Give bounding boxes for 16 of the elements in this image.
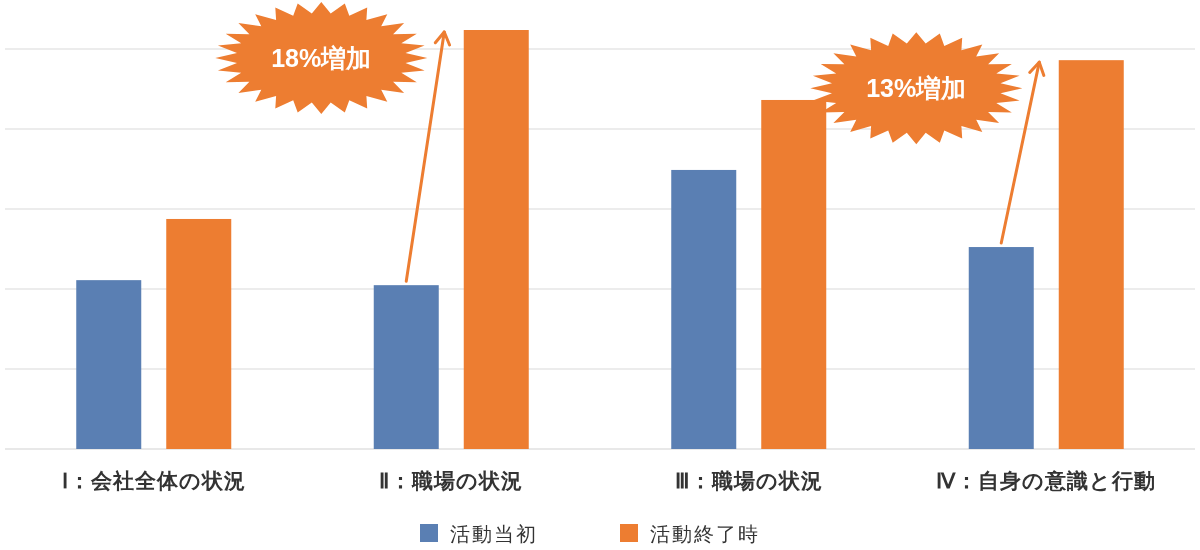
x-tick-label: Ⅳ：自身の意識と行動: [936, 469, 1157, 492]
bar: [463, 30, 529, 449]
bar: [1058, 60, 1124, 449]
annotation: 18%増加: [271, 44, 372, 72]
bar: [968, 247, 1034, 449]
bar: [671, 169, 737, 449]
x-tick-label: Ⅰ：会社全体の状況: [61, 469, 246, 492]
bar: [373, 285, 439, 449]
x-tick-label: Ⅲ：職場の状況: [674, 469, 823, 492]
bar: [166, 218, 232, 449]
bar: [761, 99, 827, 449]
bar: [76, 280, 142, 449]
x-tick-label: Ⅱ：職場の状況: [379, 469, 524, 492]
annotation: 13%増加: [866, 74, 967, 103]
legend-label: 活動当初: [450, 523, 538, 545]
legend-label: 活動終了時: [650, 523, 760, 545]
